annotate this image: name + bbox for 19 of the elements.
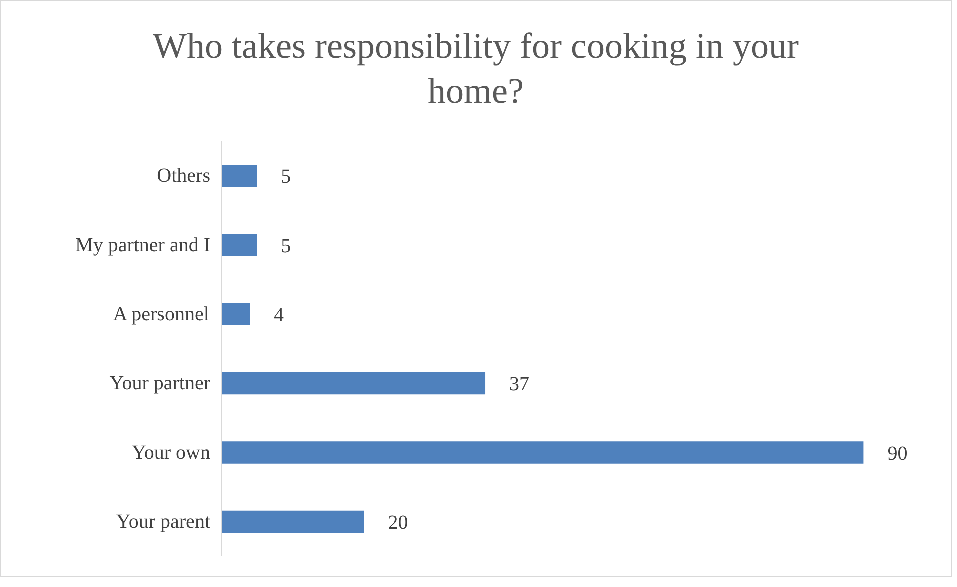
bar [222, 510, 364, 533]
y-tick-label: My partner and I [76, 234, 210, 256]
bar [222, 234, 258, 256]
y-tick-label: Your parent [116, 510, 211, 533]
bar [222, 372, 486, 395]
data-label: 5 [281, 166, 292, 188]
data-label: 4 [274, 304, 284, 326]
data-label: 90 [888, 442, 908, 465]
data-label: 5 [281, 235, 292, 258]
y-tick-label: Others [157, 165, 211, 188]
y-tick-label: Your partner [110, 372, 211, 395]
y-tick-label: Your own [132, 442, 210, 464]
data-label: 37 [510, 374, 530, 396]
bar [222, 303, 250, 326]
y-tick-label: A personnel [113, 303, 210, 326]
bar [222, 165, 258, 188]
data-label: 20 [388, 512, 408, 534]
chart-title: Who takes responsibility for cooking in your home? [153, 25, 799, 113]
bar [222, 442, 864, 464]
